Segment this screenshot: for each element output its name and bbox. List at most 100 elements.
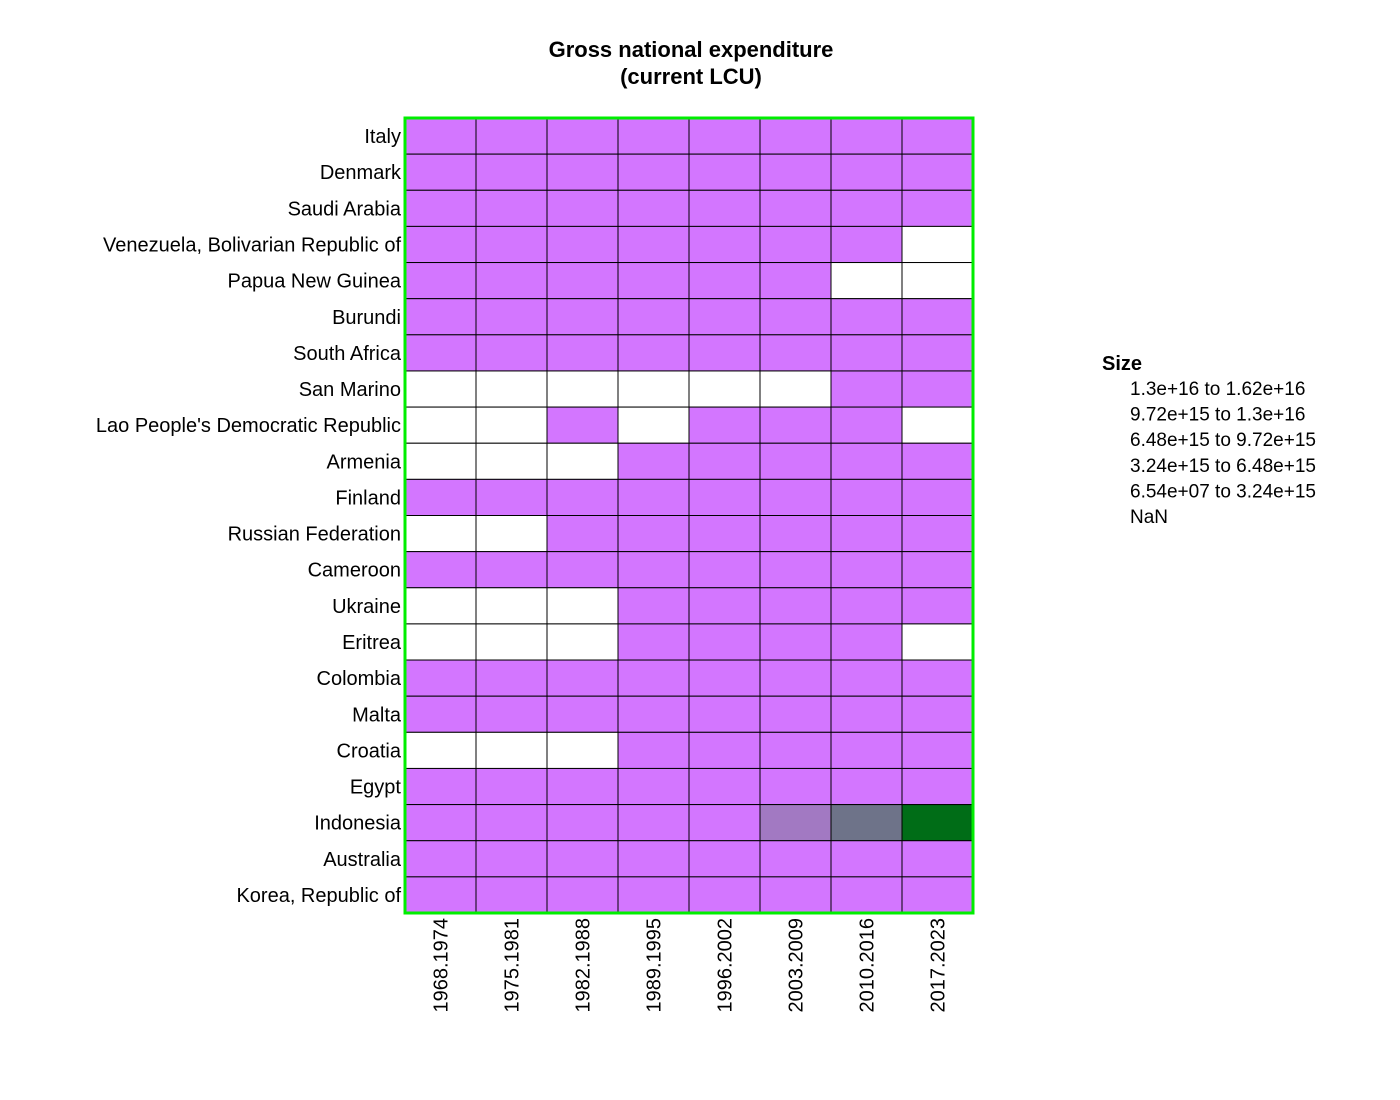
heatmap-cell — [759, 262, 832, 300]
heatmap-cell — [617, 442, 690, 480]
heatmap-cell — [475, 695, 548, 733]
heatmap-cell — [688, 804, 761, 842]
row-label: Burundi — [332, 307, 401, 329]
row-label: Russian Federation — [228, 524, 401, 546]
heatmap-cell — [759, 876, 832, 914]
heatmap-cell — [475, 876, 548, 914]
heatmap-cell — [404, 117, 477, 155]
heatmap-cell — [901, 153, 974, 191]
heatmap-cell — [617, 370, 690, 408]
heatmap-cell — [830, 189, 903, 227]
heatmap-cell — [759, 840, 832, 878]
row-label: Croatia — [337, 740, 402, 762]
heatmap-cell — [688, 876, 761, 914]
heatmap-cell — [475, 515, 548, 553]
row-label: Lao People's Democratic Republic — [96, 415, 401, 437]
heatmap-cell — [901, 659, 974, 697]
row-label: Australia — [323, 849, 402, 871]
heatmap-cell — [404, 153, 477, 191]
heatmap-cell — [546, 659, 619, 697]
heatmap-cell — [759, 370, 832, 408]
heatmap-cell — [688, 840, 761, 878]
row-label: Ukraine — [332, 596, 401, 618]
column-label: 1996.2002 — [715, 918, 737, 1013]
heatmap-cell — [688, 731, 761, 769]
heatmap-cell — [404, 370, 477, 408]
heatmap-cell — [475, 840, 548, 878]
heatmap-cell — [759, 515, 832, 553]
column-label: 2003.2009 — [786, 918, 808, 1013]
legend-title: Size — [1102, 353, 1142, 375]
heatmap-cell — [617, 298, 690, 336]
legend-entry: 6.48e+15 to 9.72e+15 — [1130, 430, 1316, 451]
heatmap-cell — [475, 153, 548, 191]
heatmap-cell — [688, 767, 761, 806]
heatmap-cell — [475, 551, 548, 589]
heatmap-cell — [546, 731, 619, 769]
heatmap-cell — [404, 515, 477, 553]
heatmap-cell — [759, 406, 832, 444]
heatmap-cell — [475, 804, 548, 842]
heatmap-cell — [617, 731, 690, 769]
heatmap-cell — [830, 695, 903, 733]
heatmap-cell — [688, 153, 761, 191]
heatmap-cell — [759, 731, 832, 769]
heatmap-cell — [404, 876, 477, 914]
heatmap-cell — [901, 695, 974, 733]
heatmap-cell — [546, 117, 619, 155]
heatmap-cell — [475, 117, 548, 155]
heatmap-cell — [617, 117, 690, 155]
heatmap-cell — [688, 262, 761, 300]
heatmap-cell — [617, 659, 690, 697]
heatmap-cell — [404, 767, 477, 806]
heatmap-cell — [404, 262, 477, 300]
heatmap-cell — [688, 370, 761, 408]
heatmap-cell — [830, 370, 903, 408]
heatmap-cell — [901, 731, 974, 769]
heatmap-cell — [546, 840, 619, 878]
heatmap-cell — [475, 334, 548, 372]
column-labels: 1968.1974 1975.1981 1982.1988 1989.1995 1996… — [431, 918, 950, 1013]
legend-entry: 9.72e+15 to 1.3e+16 — [1130, 405, 1305, 426]
heatmap-cell — [546, 876, 619, 914]
legend-entry: 6.54e+07 to 3.24e+15 — [1130, 481, 1316, 502]
heatmap-cell — [830, 298, 903, 336]
heatmap-cell — [617, 587, 690, 625]
heatmap-cell — [546, 515, 619, 553]
legend-entry: 3.24e+15 to 6.48e+15 — [1130, 456, 1316, 477]
heatmap-cell — [830, 478, 903, 517]
heatmap-cell — [901, 370, 974, 408]
heatmap-cell — [688, 587, 761, 625]
heatmap-cell — [475, 731, 548, 769]
heatmap-cell — [617, 262, 690, 300]
heatmap-cell — [830, 117, 903, 155]
heatmap-cell — [759, 587, 832, 625]
heatmap-cell — [546, 442, 619, 480]
heatmap-cell — [759, 478, 832, 517]
heatmap-cell — [617, 225, 690, 264]
heatmap-cell — [830, 731, 903, 769]
row-label: Indonesia — [314, 813, 402, 835]
heatmap-cell — [688, 298, 761, 336]
column-label: 1975.1981 — [502, 918, 524, 1013]
heatmap-cell — [475, 262, 548, 300]
heatmap-cell — [404, 659, 477, 697]
row-label: Italy — [364, 126, 401, 148]
heatmap-cell — [901, 334, 974, 372]
heatmap-cell — [546, 262, 619, 300]
row-label: Saudi Arabia — [288, 198, 402, 220]
row-label: Armenia — [327, 451, 402, 473]
heatmap-cell — [688, 189, 761, 227]
row-labels: Italy Denmark Saudi Arabia Venezuela, Boliv… — [96, 126, 402, 907]
heatmap-cell — [617, 695, 690, 733]
chart-title: Gross national expenditure (current LCU) — [549, 37, 834, 89]
heatmap-cell — [404, 298, 477, 336]
heatmap-cell — [688, 334, 761, 372]
heatmap-cell — [830, 406, 903, 444]
heatmap-cell — [404, 623, 477, 661]
heatmap-cell — [617, 153, 690, 191]
heatmap-cells — [404, 117, 974, 914]
heatmap-cell — [901, 840, 974, 878]
heatmap-cell — [546, 370, 619, 408]
heatmap-cell — [901, 225, 974, 264]
